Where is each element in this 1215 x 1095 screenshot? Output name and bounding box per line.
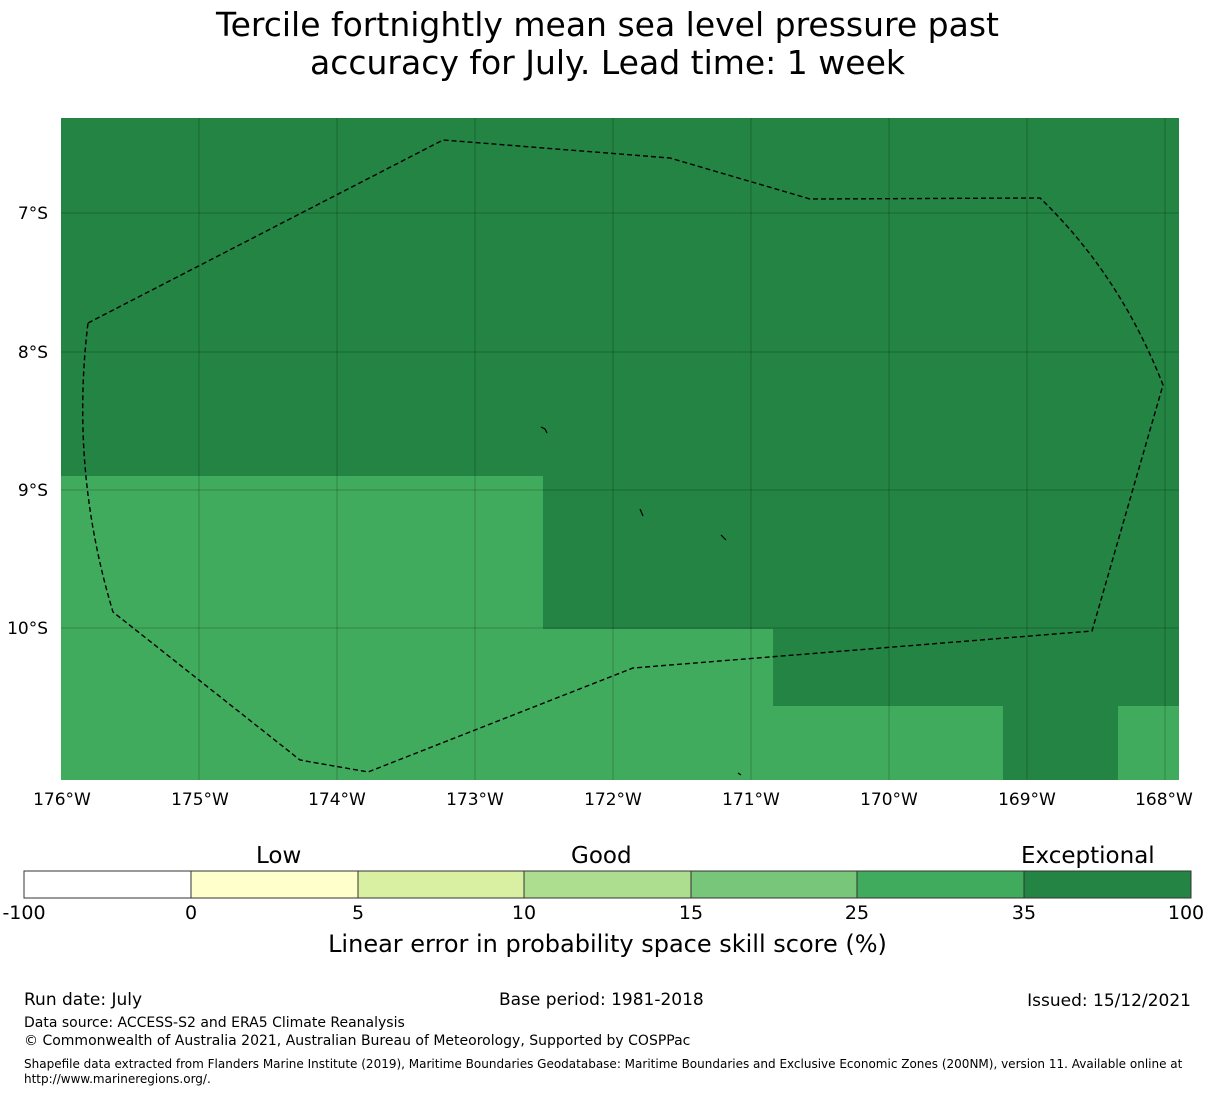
eez-boundary [82,139,1164,773]
run-date: Run date: July [24,990,143,1010]
colorbar-swatch [857,871,1024,898]
lon-label: 168°W [1135,790,1193,810]
lon-label: 169°W [998,790,1056,810]
map-title-line-2: accuracy for July. Lead time: 1 week [310,43,905,82]
island-shape [639,508,644,517]
lat-label: 7°S [18,204,48,224]
lat-label: 10°S [7,619,48,639]
colorbar-label-exceptional: Exceptional [1021,843,1155,869]
colorbar-tick: -100 [2,902,46,924]
island-shape [720,534,727,541]
region-skill-25-35 [1118,706,1179,780]
colorbar-tick: 15 [678,902,704,924]
colorbar-swatch [524,871,691,898]
lon-label: 173°W [446,790,504,810]
colorbar-swatch [24,871,191,898]
data-source: Data source: ACCESS-S2 and ERA5 Climate … [24,1015,405,1031]
colorbar-swatch [1024,871,1191,898]
copyright: © Commonwealth of Australia 2021, Austra… [24,1033,691,1049]
colorbar-swatch [358,871,524,898]
colorbar-tick: 5 [351,902,365,924]
colorbar-label-low: Low [256,843,302,869]
colorbar-tick: 35 [1011,902,1037,924]
lon-label: 171°W [722,790,780,810]
colorbar-tick: 0 [184,902,198,924]
colorbar [23,870,1192,899]
issued-date: Issued: 15/12/2021 [1027,991,1191,1011]
lon-label: 174°W [308,790,366,810]
colorbar-tick: 100 [1167,902,1205,924]
lon-label: 170°W [860,790,918,810]
base-period: Base period: 1981-2018 [499,990,704,1010]
map-title-line-1: Tercile fortnightly mean sea level press… [216,5,999,44]
colorbar-swatch [691,871,857,898]
lon-label: 172°W [584,790,642,810]
colorbar-title: Linear error in probability space skill … [328,930,887,958]
lat-label: 8°S [18,343,48,363]
island-shape [540,426,548,434]
colorbar-outline [23,870,1192,899]
lon-label: 176°W [33,790,91,810]
lon-label: 175°W [171,790,229,810]
island-shape [737,772,742,776]
shapefile-credit: Shapefile data extracted from Flanders M… [24,1057,1183,1086]
region-skill-25-35 [61,706,1003,780]
colorbar-tick: 10 [511,902,537,924]
lat-label: 9°S [18,481,48,501]
colorbar-tick: 25 [844,902,870,924]
colorbar-swatch [191,871,358,898]
map-title: Tercile fortnightly mean sea level press… [0,6,1215,82]
map-gridlines [61,118,1179,780]
colorbar-label-good: Good [571,843,632,869]
